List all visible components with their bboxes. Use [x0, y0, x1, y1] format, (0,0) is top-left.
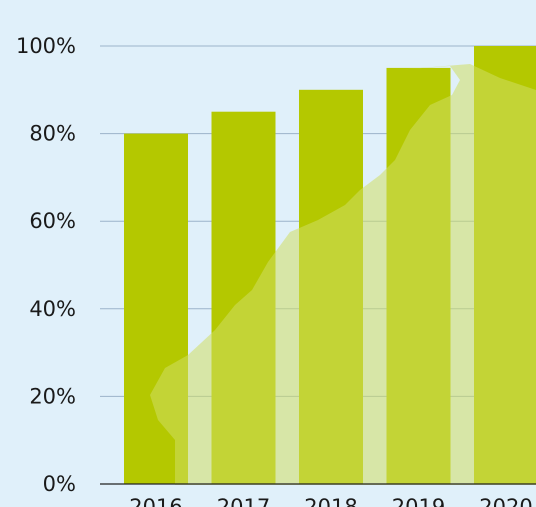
- x-tick-label-2018: 2018: [304, 495, 357, 507]
- x-tick-label-2017: 2017: [217, 495, 270, 507]
- y-tick-label-20: 20%: [29, 384, 76, 408]
- netherlands-map-overlay: [150, 64, 536, 485]
- map-coast-shape: [150, 64, 536, 485]
- y-tick-label-0: 0%: [43, 472, 76, 496]
- y-tick-label-80: 80%: [29, 122, 76, 146]
- x-axis-category-labels: 2016 2017 2018 2019 2020: [129, 495, 532, 507]
- y-tick-label-100: 100%: [16, 34, 76, 58]
- y-axis-tick-labels: 0% 20% 40% 60% 80% 100%: [16, 34, 76, 496]
- x-tick-label-2019: 2019: [392, 495, 445, 507]
- y-tick-label-40: 40%: [29, 297, 76, 321]
- x-tick-label-2016: 2016: [129, 495, 182, 507]
- x-tick-label-2020: 2020: [479, 495, 532, 507]
- y-tick-label-60: 60%: [29, 209, 76, 233]
